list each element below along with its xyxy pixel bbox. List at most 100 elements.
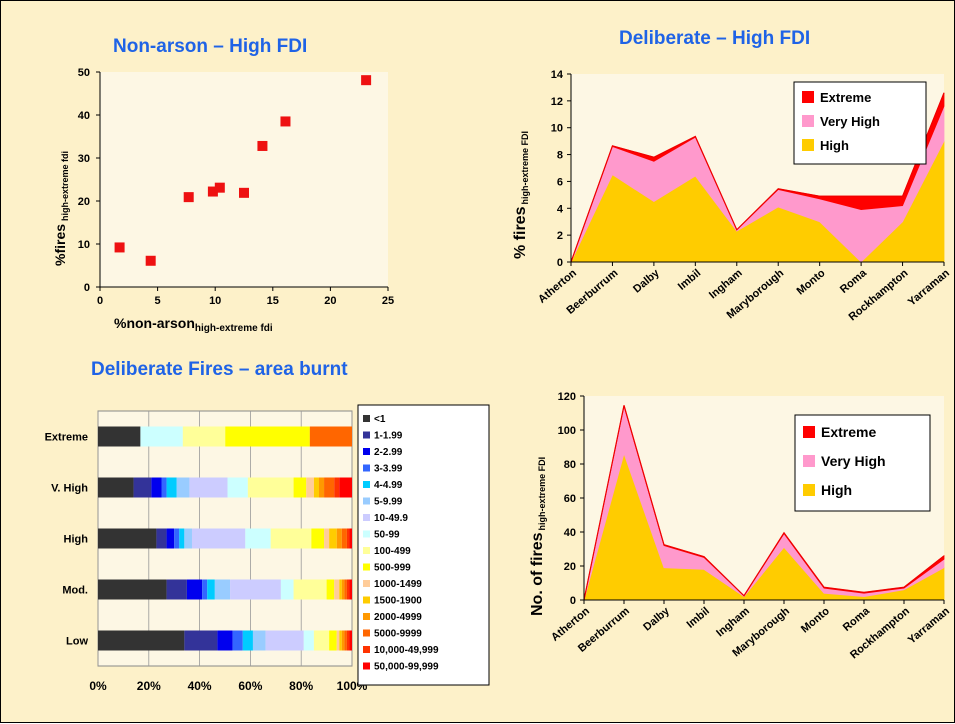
scatter-point [207,186,218,197]
area2-x-tick-label: Monto [799,605,832,636]
area2-y-tick-label: 20 [564,561,576,573]
scatter-x-tick-label: 20 [324,295,336,307]
bar-segment-mod [349,579,352,600]
area1-y-tick-label: 0 [557,257,563,269]
area2-x-tick-label: Imbil [685,605,712,631]
scatter-point [257,140,268,151]
bar-segment-mod [166,579,187,600]
scatter-y-tick-label: 10 [78,239,90,251]
bar-segment-low [242,630,253,651]
area1-top-outline [570,92,945,263]
bar-segment-mod [98,579,167,600]
bar-segment-low [98,630,185,651]
bar-legend-label: 50,000-99,999 [374,662,439,673]
bar-segment-v-high [313,477,319,498]
bar-segment-mod [341,579,345,600]
scatter-ylabel: %fireshigh-extreme fdi [52,151,70,266]
bar-segment-v-high [98,477,134,498]
area1-y-tick-label: 2 [557,230,563,242]
area2-ylabel: No. of fireshigh-extreme FDI [529,457,547,616]
bar-legend-swatch [363,646,370,653]
scatter-y-tick-label: 40 [78,110,90,122]
area2-y-tick-label: 0 [570,595,576,607]
bar-segment-mod [214,579,231,600]
area1-legend-label: High [820,138,849,153]
bar-legend-label: 3-3.99 [374,464,403,475]
scatter-plot-area [100,72,388,287]
bar-legend-label: 5000-9999 [374,629,422,640]
area2-legend-swatch [803,426,815,438]
bar-segment-mod [334,579,340,600]
bar-segment-low [329,630,337,651]
bar-category-label: Mod. [62,585,88,597]
area2-legend-box [794,414,931,512]
bar-segment-v-high [166,477,177,498]
area2-x-tick-label: Yarraman [906,605,952,647]
bar-segment-v-high [324,477,335,498]
bar-segment-low [217,630,233,651]
bar-segment-mod [326,579,335,600]
bar-legend-swatch [363,613,370,620]
scatter-x-tick-label: 5 [155,295,161,307]
area1-y-tick-label: 14 [551,69,564,81]
bar-segment-high [166,528,175,549]
bar-segment-low [303,630,314,651]
bar-legend-swatch [363,481,370,488]
area2-top-outline [583,405,945,601]
area1-legend-box [793,81,927,165]
area2-legend-label: Very High [821,453,886,469]
bar-legend-swatch [363,431,370,439]
scatter-y-tick-label: 50 [78,67,90,79]
bar-segment-v-high [318,477,325,498]
scatter-title: Non-arson – High FDI [113,36,308,57]
scatter-point [214,182,225,193]
bar-bars [98,426,352,651]
bar-segment-v-high [306,477,314,498]
bar-segment-mod [202,579,208,600]
bar-category-label: Low [66,636,88,648]
bar-segment-low [252,630,266,651]
scatter-chart: 0 5 10 15 20 25 0 10 20 30 40 50 %non-arsonhigh-ext… [52,67,394,334]
bar-legend: <1 1-1.99 2-2.99 3-3.99 4-4.99 5-9.99 10-49.9 5… [363,414,439,673]
scatter-x-tick-label: 15 [267,295,279,307]
bar-segment-v-high [293,477,307,498]
bar-segment-high [156,528,167,549]
bar-segment-high [346,528,350,549]
area1-y-tick-label: 12 [551,96,563,108]
area2-y-tick-label: 120 [558,391,576,403]
bar-segment-low [346,630,350,651]
scatter-x-tick-label: 10 [209,295,221,307]
bar-title: Deliberate Fires – area burnt [91,359,348,380]
scatter-x-tick-label: 0 [97,295,103,307]
bar-segment-low [349,630,352,651]
bar-legend-swatch [363,596,370,604]
bar-segment-high [184,528,192,549]
bar-segment-low [184,630,218,651]
bar-segment-low [265,630,304,651]
bar-legend-swatch [363,448,370,455]
bar-legend-label: 10,000-49,999 [374,645,439,656]
bar-segment-mod [344,579,347,600]
bar-legend-swatch [363,514,370,521]
bar-segment-low [341,630,345,651]
scatter-point [239,187,249,198]
area1-y-tick-label: 8 [557,150,563,162]
bar-legend-label: 50-99 [374,530,400,541]
bar-segment-high [349,528,352,549]
bar-legend-label: 10-49.9 [374,513,408,524]
scatter-axes: 0 5 10 15 20 25 0 10 20 30 40 50 [78,67,394,307]
area1-legend-label: Extreme [820,90,871,105]
bar-legend-swatch [363,497,370,505]
bar-legend-label: 2-2.99 [374,447,403,458]
bar-legend-swatch [363,464,370,472]
scatter-y-tick-label: 30 [78,153,90,165]
area1-legend-swatch [802,139,814,151]
area2-x-tick-label: Dalby [641,605,672,634]
bar-segment-v-high [334,477,340,498]
scatter-xlabel: %non-arsonhigh-extreme fdi [114,315,273,334]
scatter-point [183,192,194,203]
bar-segment-extreme [309,426,352,447]
bar-segment-v-high [339,477,352,498]
bar-segment-extreme [140,426,183,447]
